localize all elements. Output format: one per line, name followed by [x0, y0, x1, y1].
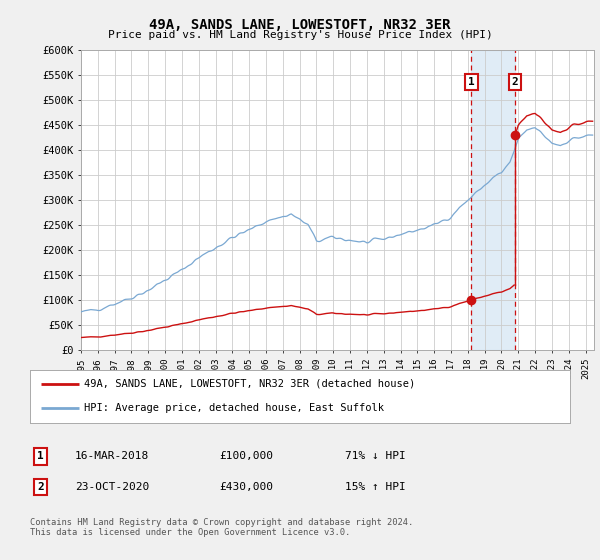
- Text: 15% ↑ HPI: 15% ↑ HPI: [345, 482, 406, 492]
- Text: 16-MAR-2018: 16-MAR-2018: [75, 451, 149, 461]
- Text: Contains HM Land Registry data © Crown copyright and database right 2024.
This d: Contains HM Land Registry data © Crown c…: [30, 518, 413, 537]
- Text: 2: 2: [37, 482, 44, 492]
- Text: £100,000: £100,000: [219, 451, 273, 461]
- Text: £430,000: £430,000: [219, 482, 273, 492]
- Text: 71% ↓ HPI: 71% ↓ HPI: [345, 451, 406, 461]
- Text: 49A, SANDS LANE, LOWESTOFT, NR32 3ER: 49A, SANDS LANE, LOWESTOFT, NR32 3ER: [149, 18, 451, 32]
- Text: 23-OCT-2020: 23-OCT-2020: [75, 482, 149, 492]
- Text: 2: 2: [512, 77, 518, 87]
- Text: Price paid vs. HM Land Registry's House Price Index (HPI): Price paid vs. HM Land Registry's House …: [107, 30, 493, 40]
- Text: HPI: Average price, detached house, East Suffolk: HPI: Average price, detached house, East…: [84, 403, 384, 413]
- Bar: [472, 50, 515, 350]
- Text: 1: 1: [468, 77, 475, 87]
- Text: 49A, SANDS LANE, LOWESTOFT, NR32 3ER (detached house): 49A, SANDS LANE, LOWESTOFT, NR32 3ER (de…: [84, 379, 415, 389]
- Text: 1: 1: [37, 451, 44, 461]
